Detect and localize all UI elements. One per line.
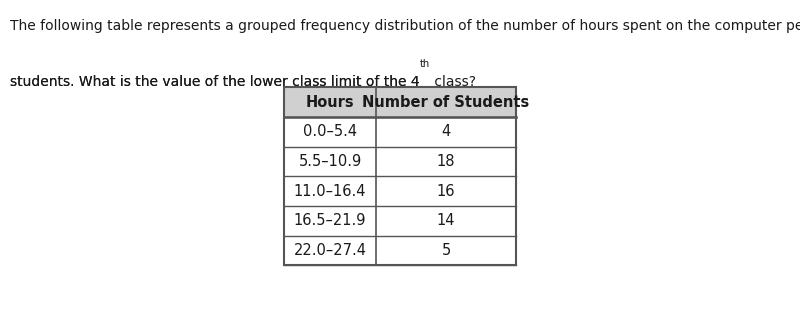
Text: 5.5–10.9: 5.5–10.9 [298, 154, 362, 169]
Text: class?: class? [430, 75, 476, 89]
Text: 22.0–27.4: 22.0–27.4 [294, 243, 366, 258]
Text: 0.0–5.4: 0.0–5.4 [303, 124, 357, 139]
Text: students. What is the value of the lower class limit of the 4: students. What is the value of the lower… [10, 75, 420, 89]
Text: 16: 16 [437, 183, 455, 199]
Text: 5: 5 [442, 243, 450, 258]
Text: 11.0–16.4: 11.0–16.4 [294, 183, 366, 199]
Text: 4: 4 [442, 124, 450, 139]
Text: th: th [420, 59, 430, 69]
Text: Number of Students: Number of Students [362, 95, 530, 110]
Text: students. What is the value of the lower class limit of the 4: students. What is the value of the lower… [10, 75, 420, 89]
Text: 18: 18 [437, 154, 455, 169]
Text: The following table represents a grouped frequency distribution of the number of: The following table represents a grouped… [10, 19, 800, 33]
Bar [284, 87, 516, 117]
Text: Hours: Hours [306, 95, 354, 110]
Bar [284, 87, 516, 265]
Text: 14: 14 [437, 213, 455, 228]
Text: 16.5–21.9: 16.5–21.9 [294, 213, 366, 228]
